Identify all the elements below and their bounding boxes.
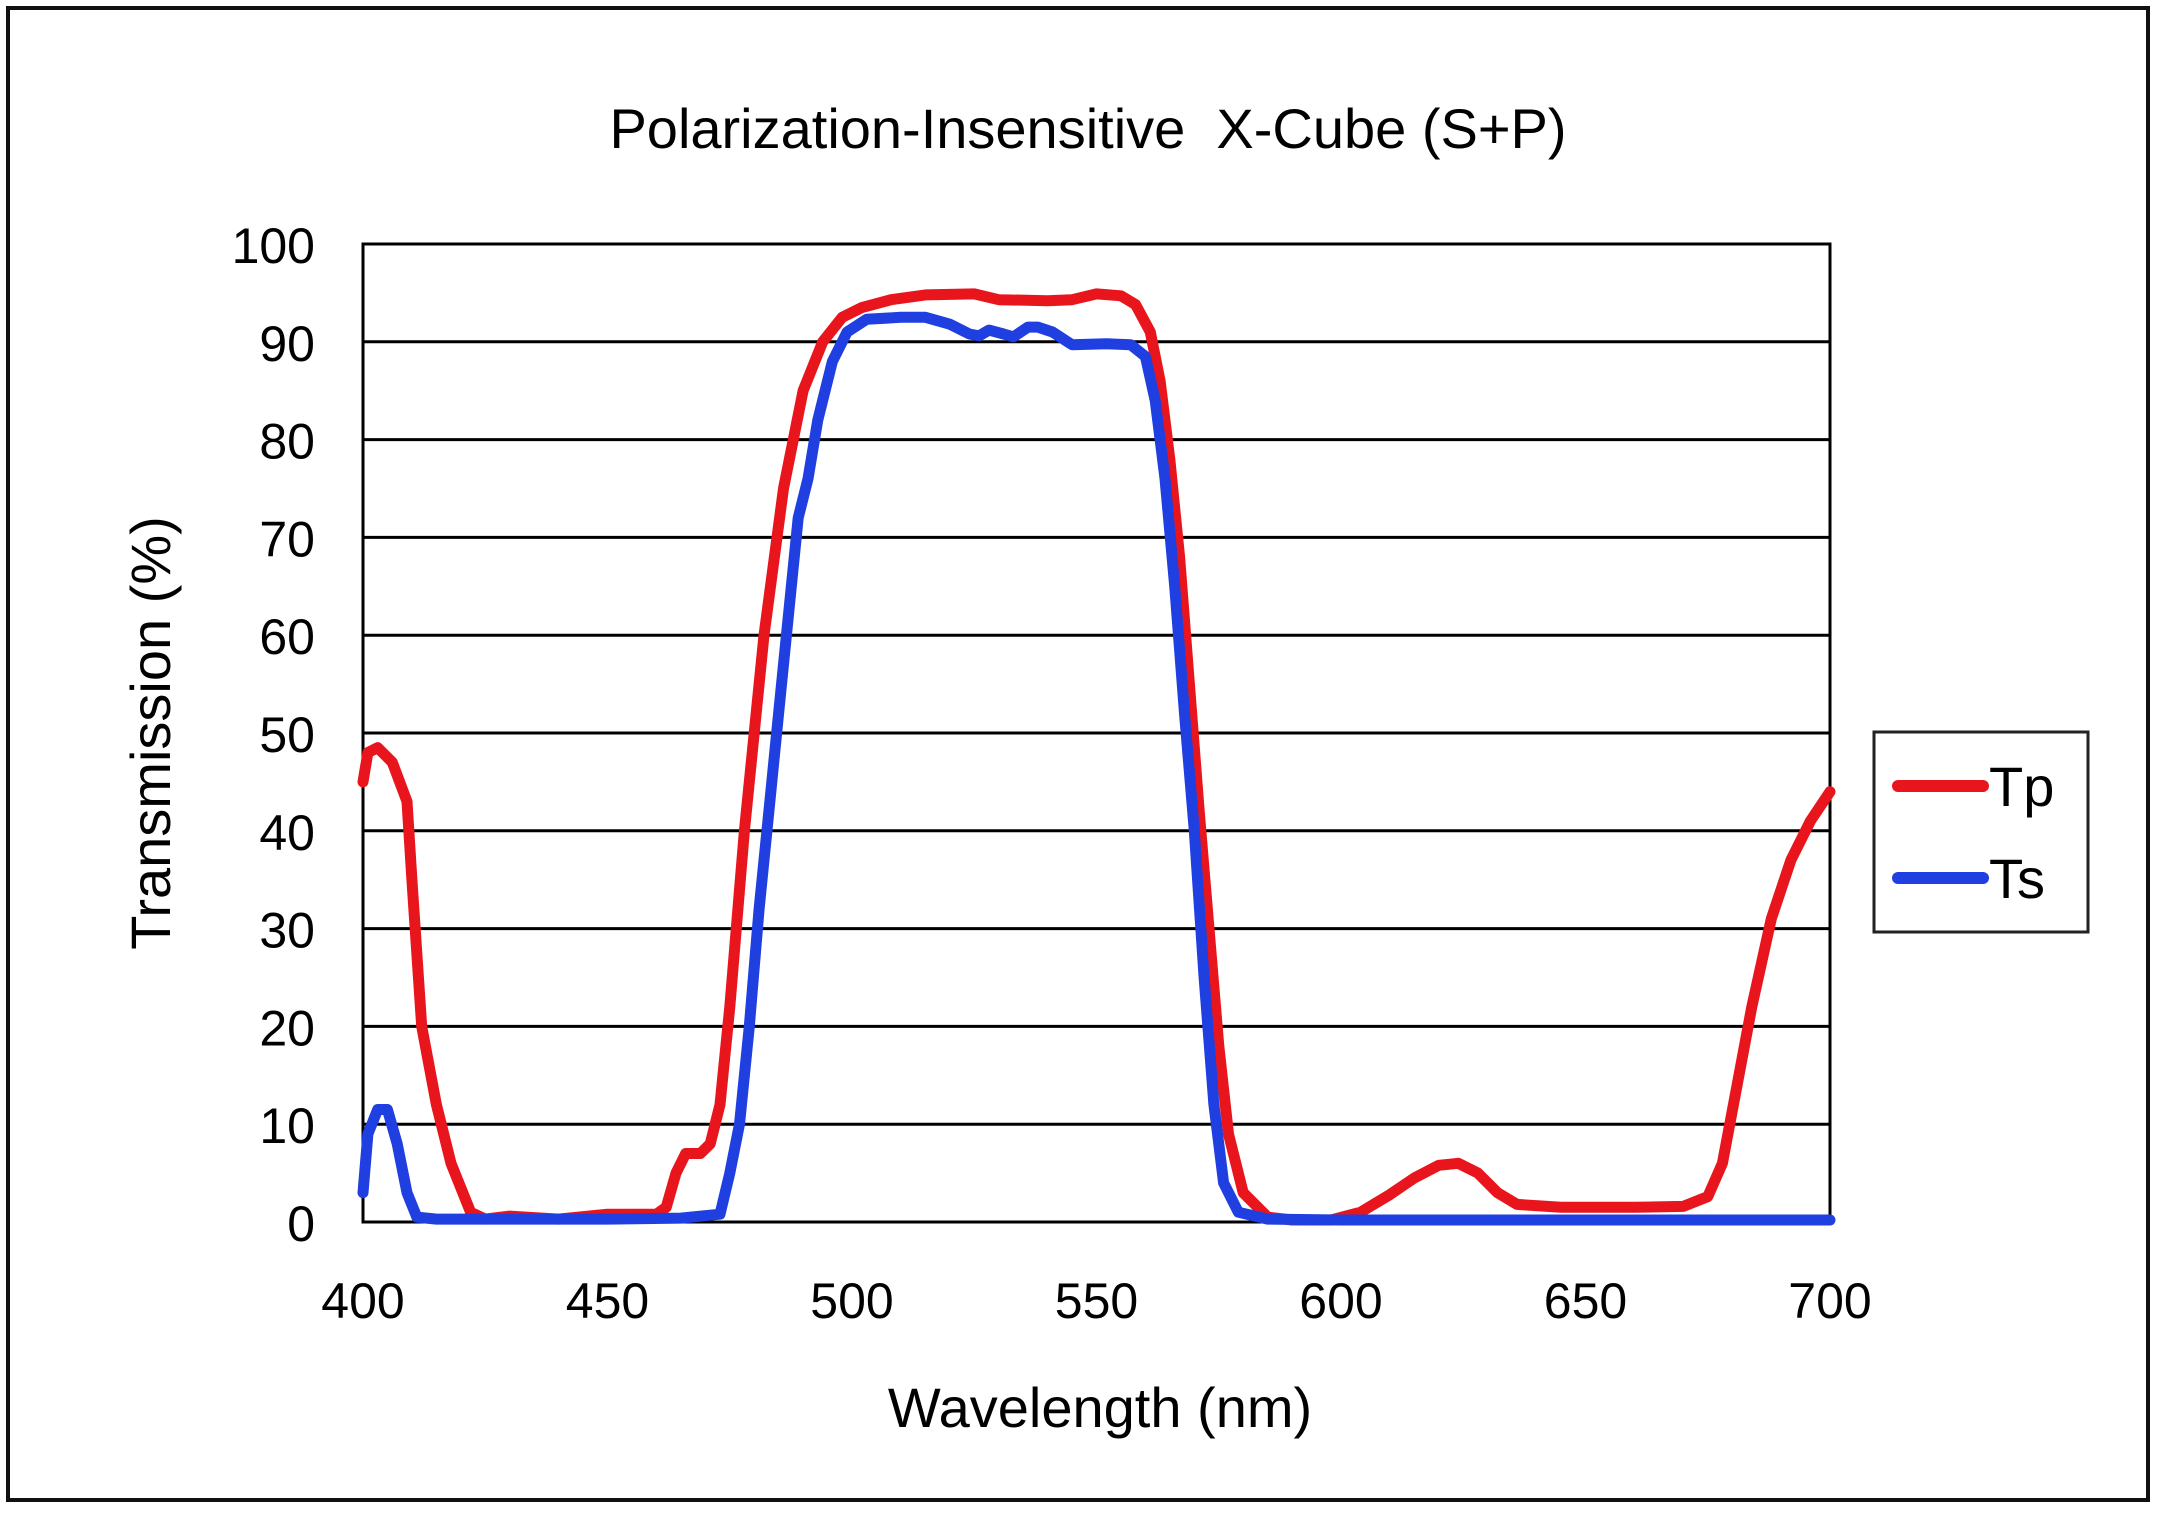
y-axis-ticks: 0 10 20 30 40 50 60 70 80 90 100 <box>232 218 315 1252</box>
y-tick-label: 70 <box>259 511 315 567</box>
x-tick-label: 400 <box>321 1273 404 1329</box>
x-tick-label: 450 <box>566 1273 649 1329</box>
y-axis-label: Transmission (%) <box>119 516 182 950</box>
x-axis-label: Wavelength (nm) <box>888 1376 1312 1439</box>
x-tick-label: 600 <box>1299 1273 1382 1329</box>
legend-label-ts: Ts <box>1989 847 2045 910</box>
x-tick-label: 500 <box>810 1273 893 1329</box>
y-tick-label: 90 <box>259 316 315 372</box>
y-tick-label: 50 <box>259 707 315 763</box>
grid <box>363 340 1830 1126</box>
legend-label-tp: Tp <box>1989 755 2054 818</box>
y-tick-label: 80 <box>259 414 315 470</box>
series-lines <box>357 288 1836 1226</box>
y-tick-label: 40 <box>259 805 315 861</box>
legend: Tp Ts <box>1872 730 2090 934</box>
series-line-ts <box>357 311 1836 1226</box>
x-axis-ticks: 400 450 500 550 600 650 700 <box>321 1273 1871 1329</box>
series-line-tp <box>357 288 1836 1226</box>
y-tick-label: 60 <box>259 609 315 665</box>
plot-area-border <box>361 242 1832 1224</box>
y-tick-label: 10 <box>259 1098 315 1154</box>
x-tick-label: 650 <box>1544 1273 1627 1329</box>
x-tick-label: 700 <box>1788 1273 1871 1329</box>
legend-box <box>1872 730 2090 934</box>
y-tick-label: 0 <box>287 1196 315 1252</box>
y-tick-label: 30 <box>259 903 315 959</box>
chart-title: Polarization-Insensitive X-Cube (S+P) <box>609 97 1566 160</box>
y-tick-label: 20 <box>259 1000 315 1056</box>
x-tick-label: 550 <box>1055 1273 1138 1329</box>
y-tick-label: 100 <box>232 218 315 274</box>
